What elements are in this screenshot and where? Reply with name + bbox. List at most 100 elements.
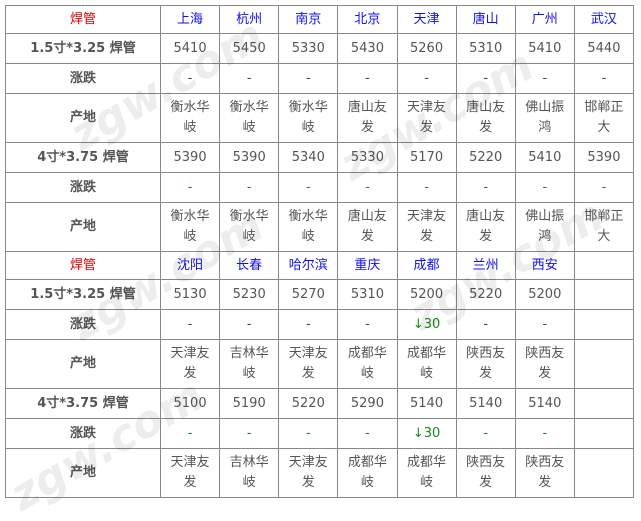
origin-label: 产地 bbox=[5, 448, 161, 498]
origin-cell: 天津友发 bbox=[396, 202, 457, 252]
city-header: 成都 bbox=[396, 251, 457, 280]
origin-cell: 衡水华岐 bbox=[159, 202, 221, 252]
origin-cell: 唐山友发 bbox=[337, 202, 398, 252]
city-header: 西安 bbox=[514, 251, 575, 280]
origin-cell: 衡水华岐 bbox=[278, 93, 339, 143]
table-title: 焊管 bbox=[5, 251, 161, 280]
price-cell: 5260 bbox=[396, 33, 457, 64]
change-cell bbox=[573, 309, 635, 340]
origin-cell: 唐山友发 bbox=[455, 93, 516, 143]
price-row: 1.5寸*3.25 焊管 5410 5450 5330 5430 5260 5310 5410… bbox=[5, 33, 635, 64]
header-row: 焊管 上海 杭州 南京 北京 天津 唐山 广州 武汉 bbox=[5, 5, 635, 34]
origin-cell: 成都华岐 bbox=[396, 339, 457, 389]
origin-cell: 邯郸正大 bbox=[573, 202, 635, 252]
change-cell: ↓30 bbox=[396, 418, 457, 449]
price-cell: 5390 bbox=[573, 142, 635, 173]
change-cell: - bbox=[219, 172, 280, 203]
price-cell: 5310 bbox=[455, 33, 516, 64]
price-cell: 5190 bbox=[219, 388, 280, 419]
price-row: 4寸*3.75 焊管 5390 5390 5340 5330 5170 5220 5410 53… bbox=[5, 142, 635, 173]
product-name: 4寸*3.75 焊管 bbox=[5, 142, 161, 173]
price-cell: 5220 bbox=[278, 388, 339, 419]
price-cell: 5270 bbox=[278, 279, 339, 310]
origin-cell: 天津友发 bbox=[278, 448, 339, 498]
price-cell: 5440 bbox=[573, 33, 635, 64]
change-cell: - bbox=[219, 418, 280, 449]
price-cell: 5140 bbox=[455, 388, 516, 419]
change-row: 涨跌 - - - - ↓30- - bbox=[5, 309, 635, 340]
product-name: 1.5寸*3.25 焊管 bbox=[5, 279, 161, 310]
city-header: 兰州 bbox=[455, 251, 516, 280]
city-header: 广州 bbox=[514, 5, 575, 34]
price-cell: 5200 bbox=[514, 279, 575, 310]
price-cell: 5410 bbox=[159, 33, 221, 64]
change-cell: - bbox=[455, 309, 516, 340]
price-row: 1.5寸*3.25 焊管 5130 5230 5270 5310 5200 5220 5200 bbox=[5, 279, 635, 310]
origin-cell: 衡水华岐 bbox=[219, 202, 280, 252]
city-header: 哈尔滨 bbox=[278, 251, 339, 280]
price-row: 4寸*3.75 焊管 5100 5190 5220 5290 5140 5140 5140 bbox=[5, 388, 635, 419]
price-cell: 5310 bbox=[337, 279, 398, 310]
origin-cell: 唐山友发 bbox=[337, 93, 398, 143]
city-header: 长春 bbox=[219, 251, 280, 280]
origin-row: 产地 天津友发 吉林华岐 天津友发 成都华岐 成都华岐 陕西友发 陕西友发 bbox=[5, 448, 635, 498]
city-header: 沈阳 bbox=[159, 251, 221, 280]
price-cell: 5130 bbox=[159, 279, 221, 310]
origin-label: 产地 bbox=[5, 93, 161, 143]
price-cell: 5390 bbox=[159, 142, 221, 173]
change-label: 涨跌 bbox=[5, 63, 161, 94]
city-header: 武汉 bbox=[573, 5, 635, 34]
change-cell: - bbox=[396, 172, 457, 203]
change-cell bbox=[573, 418, 635, 449]
price-cell: 5290 bbox=[337, 388, 398, 419]
price-cell: 5170 bbox=[396, 142, 457, 173]
change-cell: - bbox=[455, 172, 516, 203]
origin-row: 产地 衡水华岐 衡水华岐 衡水华岐 唐山友发 天津友发 唐山友发 佛山振鸿 邯郸正大 bbox=[5, 202, 635, 252]
price-cell: 5220 bbox=[455, 142, 516, 173]
welded-pipe-price-table: 焊管 上海 杭州 南京 北京 天津 唐山 广州 武汉 1.5寸*3.25 焊管 5410 5450 53… bbox=[5, 5, 635, 498]
change-cell: - bbox=[514, 63, 575, 94]
origin-cell: 衡水华岐 bbox=[159, 93, 221, 143]
change-cell: - bbox=[514, 418, 575, 449]
origin-cell: 陕西友发 bbox=[514, 339, 575, 389]
price-cell: 5220 bbox=[455, 279, 516, 310]
origin-cell: 吉林华岐 bbox=[219, 339, 280, 389]
city-header: 重庆 bbox=[337, 251, 398, 280]
price-cell: 5140 bbox=[396, 388, 457, 419]
change-cell: - bbox=[278, 418, 339, 449]
change-cell: - bbox=[455, 63, 516, 94]
change-row: 涨跌 - - - - - - - - bbox=[5, 172, 635, 203]
price-cell: 5200 bbox=[396, 279, 457, 310]
change-cell: - bbox=[159, 309, 221, 340]
change-cell: - bbox=[337, 172, 398, 203]
origin-cell: 吉林华岐 bbox=[219, 448, 280, 498]
origin-cell: 邯郸正大 bbox=[573, 93, 635, 143]
origin-cell: 成都华岐 bbox=[337, 448, 398, 498]
change-label: 涨跌 bbox=[5, 418, 161, 449]
origin-cell: 陕西友发 bbox=[455, 448, 516, 498]
change-cell: - bbox=[573, 172, 635, 203]
city-header: 北京 bbox=[337, 5, 398, 34]
price-cell: 5330 bbox=[337, 142, 398, 173]
city-header: 上海 bbox=[159, 5, 221, 34]
table-title: 焊管 bbox=[5, 5, 161, 34]
price-cell: 5340 bbox=[278, 142, 339, 173]
change-cell: - bbox=[573, 63, 635, 94]
origin-cell: 衡水华岐 bbox=[278, 202, 339, 252]
city-header: 唐山 bbox=[455, 5, 516, 34]
origin-cell: 陕西友发 bbox=[455, 339, 516, 389]
origin-cell: 佛山振鸿 bbox=[514, 93, 575, 143]
price-cell: 5330 bbox=[278, 33, 339, 64]
change-cell: - bbox=[159, 172, 221, 203]
origin-row: 产地 衡水华岐 衡水华岐 衡水华岐 唐山友发 天津友发 唐山友发 佛山振鸿 邯郸正大 bbox=[5, 93, 635, 143]
change-cell: - bbox=[159, 418, 221, 449]
change-row: 涨跌 - - - - ↓30- - bbox=[5, 418, 635, 449]
change-label: 涨跌 bbox=[5, 309, 161, 340]
origin-cell: 天津友发 bbox=[159, 448, 221, 498]
change-cell: - bbox=[159, 63, 221, 94]
price-cell: 5230 bbox=[219, 279, 280, 310]
city-header: 天津 bbox=[396, 5, 457, 34]
origin-label: 产地 bbox=[5, 339, 161, 389]
city-header: 杭州 bbox=[219, 5, 280, 34]
origin-cell bbox=[573, 448, 635, 498]
